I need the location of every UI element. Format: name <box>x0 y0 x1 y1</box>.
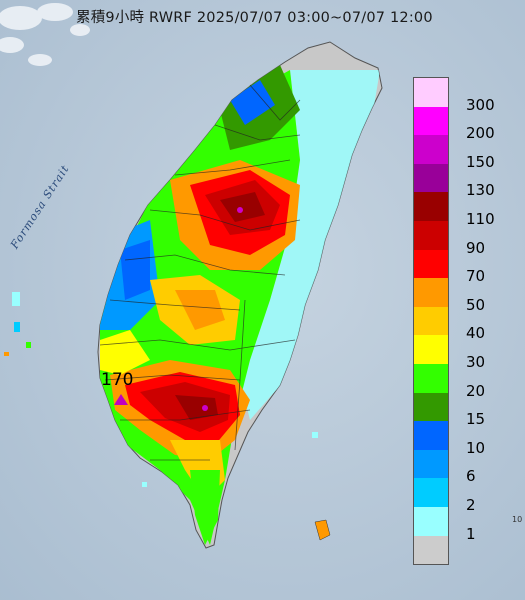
legend-swatch <box>414 449 448 479</box>
max-value-label: 170 <box>101 370 134 390</box>
legend-label: 50 <box>466 295 486 314</box>
max-value-marker <box>114 394 128 405</box>
legend-swatch <box>414 478 448 507</box>
legend-swatch <box>414 78 448 107</box>
legend-label: 130 <box>466 181 495 200</box>
legend-swatch <box>414 220 448 250</box>
legend-swatch <box>414 106 448 136</box>
legend-label: 2 <box>466 496 476 514</box>
legend-label: 6 <box>466 467 476 486</box>
legend-swatch <box>414 249 448 279</box>
corner-label: 10 <box>512 515 523 524</box>
legend-label: 110 <box>466 210 495 228</box>
legend-swatch <box>414 135 448 164</box>
legend-label: 90 <box>466 238 486 257</box>
legend-label: 70 <box>466 267 486 286</box>
legend-label: 30 <box>466 353 486 371</box>
legend-swatch <box>414 306 448 336</box>
offshore-islands <box>4 292 331 541</box>
legend-swatch <box>414 392 448 422</box>
legend-label: 10 <box>466 438 486 457</box>
legend-label: 15 <box>466 410 486 429</box>
legend-swatch <box>414 506 448 536</box>
legend-swatch <box>414 163 448 193</box>
legend-label: 40 <box>466 324 486 343</box>
legend-swatch <box>414 278 448 307</box>
legend-label: 200 <box>466 124 495 143</box>
map-title: 累積9小時 RWRF 2025/07/07 03:00~07/07 12:00 <box>76 10 433 26</box>
legend-label: 20 <box>466 381 486 400</box>
county-boundaries <box>99 84 301 461</box>
legend-swatch <box>414 363 448 393</box>
color-legend <box>413 77 449 566</box>
legend-label: 300 <box>466 95 495 114</box>
legend-swatch <box>414 535 448 565</box>
legend-label: 150 <box>466 152 495 171</box>
legend-swatch <box>414 335 448 364</box>
legend-swatch <box>414 421 448 450</box>
cloud-texture <box>0 3 90 66</box>
legend-swatch <box>414 192 448 221</box>
legend-label: 1 <box>466 524 476 543</box>
